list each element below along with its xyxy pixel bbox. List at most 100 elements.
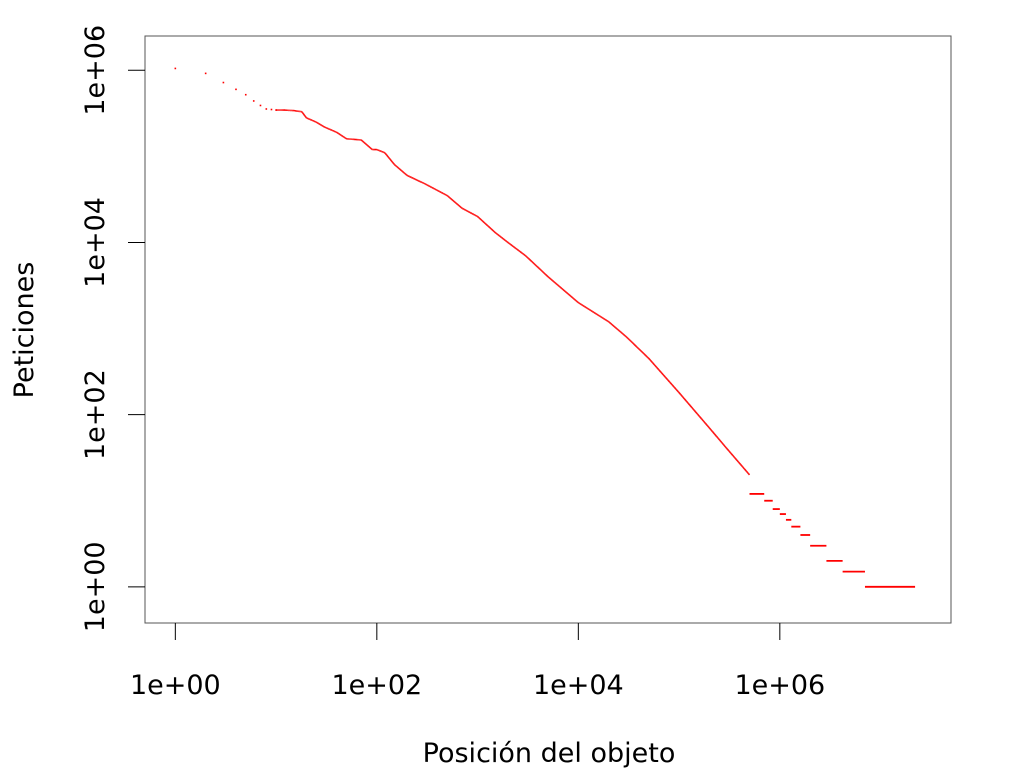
data-point: [701, 418, 703, 421]
data-point: [673, 386, 675, 388]
data-point: [675, 388, 677, 391]
data-point: [393, 163, 396, 166]
data-point: [685, 400, 688, 403]
data-point: [702, 419, 704, 422]
data-point: [712, 431, 715, 434]
data-point: [631, 341, 634, 344]
data-point: [703, 420, 705, 423]
data-point: [389, 158, 392, 161]
data-point: [386, 155, 389, 158]
data-point: [642, 352, 645, 355]
data-point: [689, 405, 692, 408]
data-point: [647, 357, 650, 359]
data-point: [710, 429, 713, 432]
data-point: [702, 420, 705, 422]
data-point: [697, 414, 700, 417]
data-point: [734, 457, 737, 460]
data-point: [645, 355, 647, 357]
data-point: [708, 427, 711, 430]
data-point: [725, 446, 727, 449]
data-point: [717, 437, 720, 440]
data-point: [737, 460, 740, 463]
data-point: [728, 450, 731, 453]
data-point: [637, 347, 640, 350]
data-point: [694, 411, 697, 413]
data-point: [655, 365, 657, 368]
data-point: [684, 398, 686, 401]
data-point: [682, 396, 684, 399]
data-point: [666, 378, 669, 381]
data-point: [667, 379, 670, 382]
data-point: [304, 115, 307, 118]
data-point: [301, 112, 304, 114]
data-point: [747, 473, 750, 475]
data-point: [305, 116, 308, 119]
data-point: [687, 403, 690, 405]
data-point: [706, 425, 709, 427]
data-point: [726, 448, 729, 450]
data-point: [736, 459, 739, 462]
x-tick-label: 1e+00: [130, 670, 221, 701]
data-point: [665, 377, 667, 379]
data-point: [707, 425, 710, 428]
data-point: [704, 422, 707, 425]
data-point: [630, 340, 633, 343]
data-point: [696, 412, 699, 415]
data-point: [664, 376, 666, 378]
data-point: [699, 417, 702, 419]
y-axis-title: Peticiones: [9, 262, 40, 399]
data-point: [628, 338, 631, 341]
data-point: [716, 436, 719, 439]
data-point: [745, 470, 748, 473]
data-point: [303, 114, 306, 117]
data-point: [647, 357, 650, 360]
data-point: [662, 373, 664, 376]
data-point: [633, 343, 636, 346]
data-point: [641, 351, 643, 353]
data-point: [635, 345, 637, 348]
data-point: [388, 156, 390, 159]
data-point: [686, 401, 689, 403]
data-point: [684, 399, 687, 402]
x-axis: 1e+00 1e+02 1e+04 1e+06: [130, 623, 825, 701]
data-point: [740, 464, 743, 467]
data-point: [733, 456, 736, 459]
data-point: [630, 340, 632, 343]
data-point: [235, 88, 237, 91]
data-point: [709, 428, 712, 431]
data-point: [668, 381, 671, 384]
data-point: [635, 345, 638, 348]
data-point: [718, 439, 721, 442]
data-point: [632, 342, 635, 345]
data-point: [681, 395, 684, 398]
data-point: [653, 363, 655, 366]
data-point: [385, 154, 388, 157]
data-point: [722, 443, 724, 445]
data-point: [640, 350, 643, 353]
data-point: [660, 371, 663, 374]
data-point: [652, 362, 654, 364]
data-point: [726, 448, 729, 451]
data-point: [738, 462, 741, 465]
y-tick-label: 1e+02: [80, 369, 111, 460]
data-point: [654, 364, 656, 367]
data-point: [719, 440, 722, 443]
data-point: [680, 394, 683, 397]
data-point: [724, 446, 727, 448]
x-axis-title: Posición del objeto: [423, 738, 676, 768]
data-point: [637, 347, 640, 350]
data-point: [711, 430, 713, 432]
data-point: [390, 159, 392, 162]
plot-frame: [144, 35, 952, 624]
x-tick-label: 1e+02: [331, 670, 422, 701]
data-point: [704, 422, 706, 424]
data-point: [629, 339, 632, 342]
data-point: [739, 463, 742, 466]
data-point: [722, 443, 725, 446]
data-point: [658, 369, 661, 372]
data-point: [670, 383, 673, 385]
data-point: [643, 353, 646, 356]
data-point: [744, 468, 746, 471]
data-point: [724, 445, 726, 448]
data-point: [387, 156, 390, 158]
